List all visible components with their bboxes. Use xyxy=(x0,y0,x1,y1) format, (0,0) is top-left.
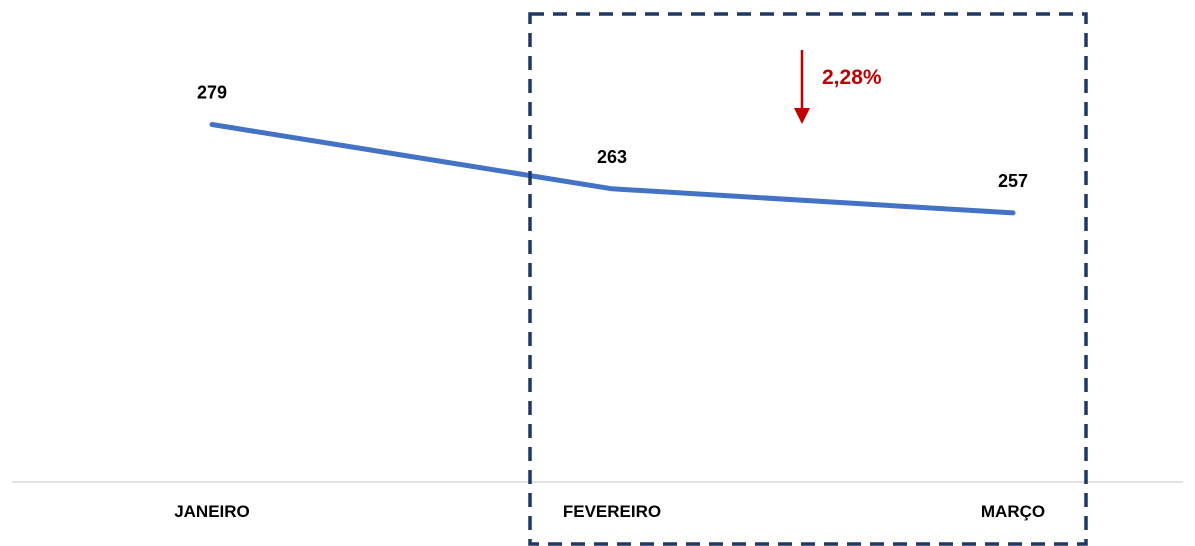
data-label-fevereiro: 263 xyxy=(597,147,627,167)
series-line xyxy=(209,122,1016,216)
change-percent-label: 2,28% xyxy=(822,66,882,89)
x-tick-label-marco: MARÇO xyxy=(981,502,1045,521)
down-arrow-icon xyxy=(794,50,810,124)
data-label-marco: 257 xyxy=(998,171,1028,191)
highlight-box xyxy=(528,12,1088,546)
x-tick-label-fevereiro: FEVEREIRO xyxy=(563,502,661,521)
data-label-janeiro: 279 xyxy=(197,83,227,103)
x-tick-label-janeiro: JANEIRO xyxy=(174,502,250,521)
